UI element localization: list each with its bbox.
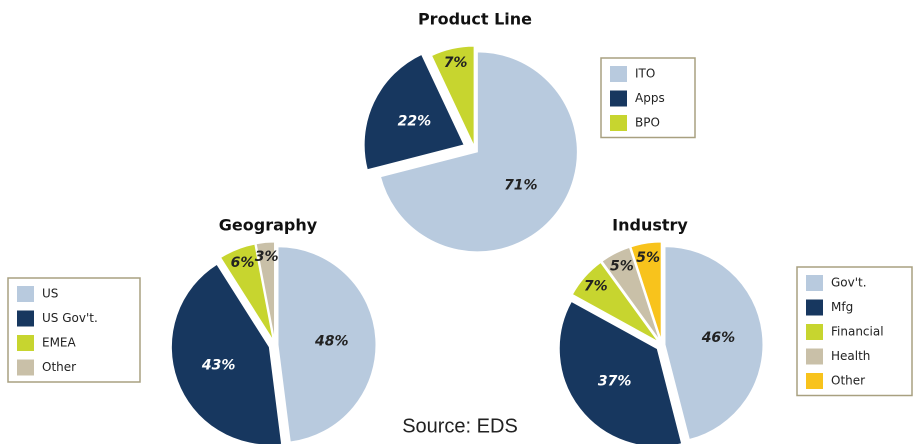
legend-label: Other [42, 360, 76, 374]
pie-slice [219, 243, 274, 341]
legend-label: BPO [635, 116, 660, 130]
pie-slice [170, 263, 283, 444]
data-label: 7% [584, 279, 608, 295]
pie-slice [255, 241, 276, 341]
data-label: 37% [598, 374, 632, 390]
legend-swatch [806, 373, 823, 389]
pie-slice [277, 246, 377, 443]
pie-slice [664, 246, 764, 441]
data-label: 3% [255, 249, 279, 265]
legend-label: US Gov't. [42, 311, 98, 325]
data-label: 5% [636, 250, 660, 266]
chart-title: Geography [219, 216, 318, 235]
source: Source: EDS [402, 415, 518, 437]
legend-swatch [610, 66, 627, 82]
pie-slice [363, 53, 465, 171]
legend-swatch [17, 335, 34, 351]
pie-slice [379, 51, 578, 253]
legend-swatch [806, 324, 823, 340]
pie-slice [601, 246, 661, 341]
legend-swatch [17, 286, 34, 302]
legend-label: Other [831, 374, 865, 388]
legend-label: EMEA [42, 336, 77, 350]
pie-slice [571, 261, 659, 343]
pie-slice [558, 300, 683, 444]
legend-swatch [610, 115, 627, 131]
legend-label: Apps [635, 91, 665, 105]
legend-label: Health [831, 349, 870, 363]
legend-swatch [806, 275, 823, 291]
data-label: 48% [314, 333, 349, 349]
data-label: 6% [231, 255, 255, 271]
legend-swatch [17, 310, 34, 327]
data-label: 22% [398, 113, 432, 129]
chart-title: Industry [612, 216, 688, 235]
chart-title: Product Line [418, 10, 532, 29]
legend-label: US [42, 287, 58, 301]
legend-label: Gov't. [831, 276, 867, 290]
data-label: 43% [201, 357, 236, 373]
pie-slice [630, 241, 662, 341]
legend-swatch [806, 348, 823, 365]
data-label: 71% [504, 178, 538, 194]
legend-swatch [17, 359, 34, 376]
legend-label: Financial [831, 325, 884, 339]
pie-slice [430, 45, 475, 147]
data-label: 5% [610, 258, 634, 274]
legend-label: Mfg [831, 300, 853, 314]
data-label: 46% [701, 330, 736, 346]
legend-swatch [610, 90, 627, 107]
legend-label: ITO [635, 67, 655, 81]
data-label: 7% [444, 55, 468, 71]
legend-swatch [806, 299, 823, 316]
